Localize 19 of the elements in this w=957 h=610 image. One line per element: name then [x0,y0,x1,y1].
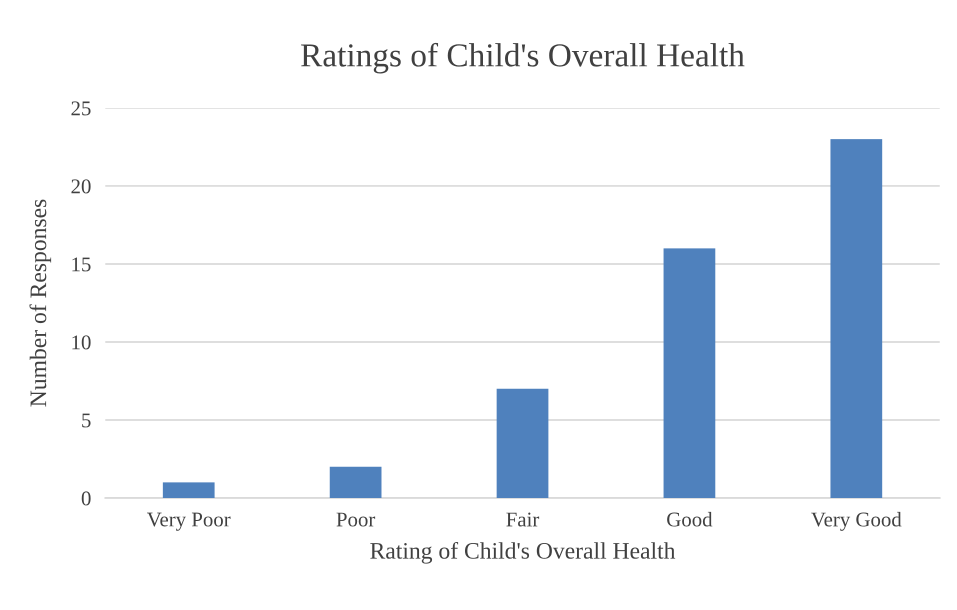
y-tick-label: 15 [72,257,91,272]
chart-title: Ratings of Child's Overall Health [301,42,744,74]
y-tick-label: 10 [72,335,91,350]
y-axis-title: Number of Responses [29,200,52,407]
y-tick-label: 0 [82,491,91,506]
bar [830,139,882,498]
x-tick-label: Good [667,512,712,527]
bar [330,466,382,498]
x-tick-label: Poor [336,512,376,527]
x-tick-label: Very Poor [147,512,230,531]
bar [162,482,215,498]
y-tick-label: 20 [71,179,91,194]
x-tick-label: Fair [506,512,540,527]
x-axis-title: Rating of Child's Overall Health [370,542,676,564]
bar [496,388,548,498]
x-tick-label: Very Good [811,512,902,531]
y-tick-label: 25 [71,101,91,116]
y-tick-label: 5 [82,414,91,428]
bar [664,248,716,498]
